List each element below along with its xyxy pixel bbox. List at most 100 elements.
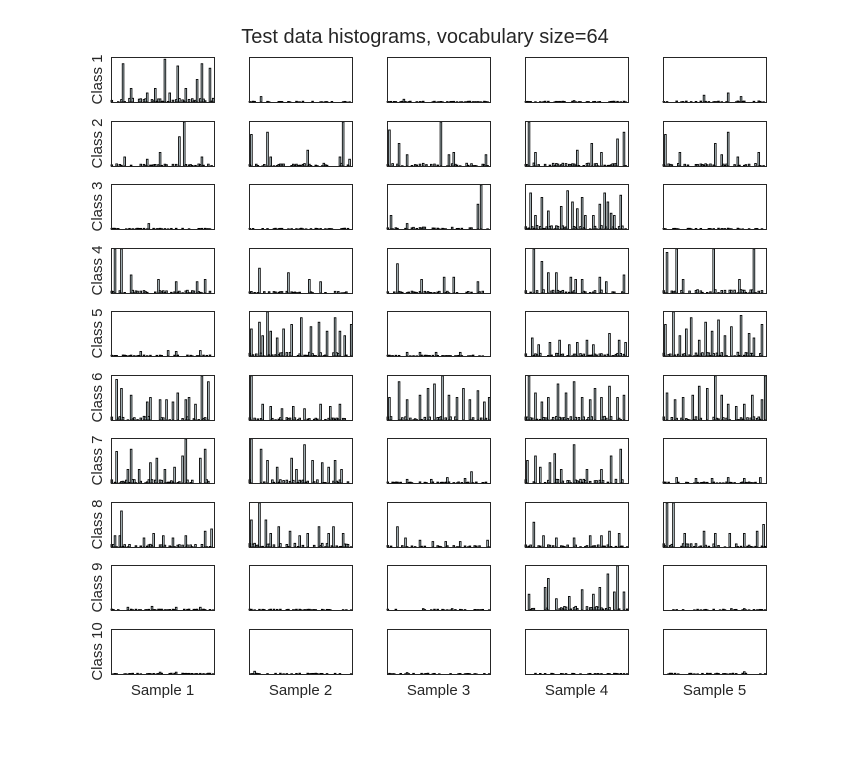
histogram-bar (152, 672, 155, 675)
histogram-bar (675, 417, 678, 421)
histogram-bar (288, 530, 292, 548)
histogram-bar (547, 100, 550, 103)
histogram-bar (468, 399, 472, 421)
histogram-bar (282, 480, 285, 484)
histogram-bar (184, 88, 188, 103)
histogram-bar (139, 290, 143, 294)
histogram-bar (739, 315, 743, 357)
histogram-bar (155, 457, 159, 484)
histogram-bar (438, 290, 441, 294)
histogram-bar (145, 158, 149, 167)
histogram-bar (569, 608, 573, 611)
histogram-panel-class3-sample2 (248, 184, 353, 230)
histogram-bar (420, 279, 423, 294)
histogram-bar (345, 354, 348, 357)
histogram-bar (481, 290, 485, 294)
histogram-bar (730, 326, 733, 357)
histogram-bar (550, 354, 553, 357)
histogram-bar (421, 100, 425, 103)
histogram-bar (621, 545, 624, 548)
histogram-bar (754, 481, 757, 484)
histogram-bar (405, 399, 409, 421)
histogram-bar (452, 545, 456, 548)
histogram-bar (266, 131, 269, 167)
histogram-bar (689, 317, 693, 357)
panel-axes-box (111, 438, 215, 484)
histogram-bar (279, 672, 282, 675)
histogram-bar (467, 481, 470, 484)
histogram-bar (619, 673, 623, 675)
histogram-bar (250, 519, 253, 548)
histogram-panel-class4-sample3 (386, 248, 491, 294)
histogram-bar (176, 392, 180, 421)
histogram-bar (678, 335, 682, 357)
histogram-bar (463, 545, 467, 548)
histogram-bar (476, 203, 480, 230)
histogram-bar (139, 351, 143, 357)
histogram-panel-class2-sample2 (248, 121, 353, 167)
histogram-bar (673, 354, 677, 357)
histogram-bar (706, 388, 709, 421)
histogram-bar (298, 535, 301, 548)
histogram-bar (250, 134, 253, 167)
histogram-bar (442, 276, 446, 294)
histogram-bar (588, 480, 592, 484)
column-labels: Sample 1 Sample 2 Sample 3 Sample 4 Sample 5 (131, 682, 746, 699)
histogram-bar (306, 480, 310, 484)
row-label: Class 4 (89, 245, 106, 295)
histogram-bar (470, 227, 473, 230)
histogram-bar (433, 227, 436, 230)
panel-axes-box (387, 502, 491, 548)
histogram-bar (580, 197, 584, 230)
histogram-bar (534, 672, 537, 675)
histogram-bar (689, 543, 693, 548)
histogram-bar (316, 418, 319, 421)
histogram-bar (139, 163, 143, 167)
histogram-panel-class9-sample4 (525, 565, 629, 611)
histogram-bar (672, 502, 675, 548)
histogram-bar (199, 350, 202, 357)
histogram-bar (757, 290, 761, 294)
histogram-bar (697, 385, 701, 421)
histogram-bar (733, 164, 736, 167)
column-label: Sample 1 (131, 682, 194, 699)
histogram-bar (433, 608, 436, 611)
histogram-bar (433, 672, 436, 675)
histogram-bar (616, 397, 619, 421)
histogram-bar (702, 530, 706, 548)
histogram-bar (747, 163, 751, 167)
histogram-bar (170, 291, 173, 294)
histogram-bar (622, 274, 626, 294)
histogram-bar (259, 448, 263, 484)
histogram-panel-class3-sample5 (662, 184, 767, 230)
histogram-bar (752, 416, 756, 421)
histogram-bar (115, 451, 118, 484)
histogram-panel-class1-sample1 (110, 57, 215, 103)
panel-axes-box (111, 248, 215, 294)
histogram-bar (186, 354, 189, 357)
panel-axes-box (387, 121, 491, 167)
histogram-bar (696, 608, 699, 611)
histogram-bar (330, 101, 334, 103)
histogram-bar (126, 606, 130, 611)
histogram-bar (452, 100, 456, 103)
histogram-bar (341, 121, 345, 167)
panel-axes-box (387, 629, 491, 675)
histogram-bar (269, 330, 272, 357)
histogram-bar (558, 339, 561, 357)
histogram-bar (449, 416, 452, 421)
histogram-bar (174, 227, 178, 230)
histogram-bar (288, 417, 292, 421)
histogram-panel-class6-sample1 (110, 375, 215, 421)
histogram-bar (566, 190, 569, 230)
histogram-bar (325, 164, 329, 167)
histogram-bar (280, 291, 284, 294)
histogram-bar (450, 226, 454, 230)
histogram-bar (752, 100, 756, 103)
histogram-bar (320, 542, 324, 548)
histogram-bar (319, 403, 322, 421)
histogram-bar (401, 417, 404, 421)
histogram-panel-class3-sample3 (386, 184, 491, 230)
histogram-bar (614, 478, 618, 484)
histogram-bar (455, 164, 459, 167)
